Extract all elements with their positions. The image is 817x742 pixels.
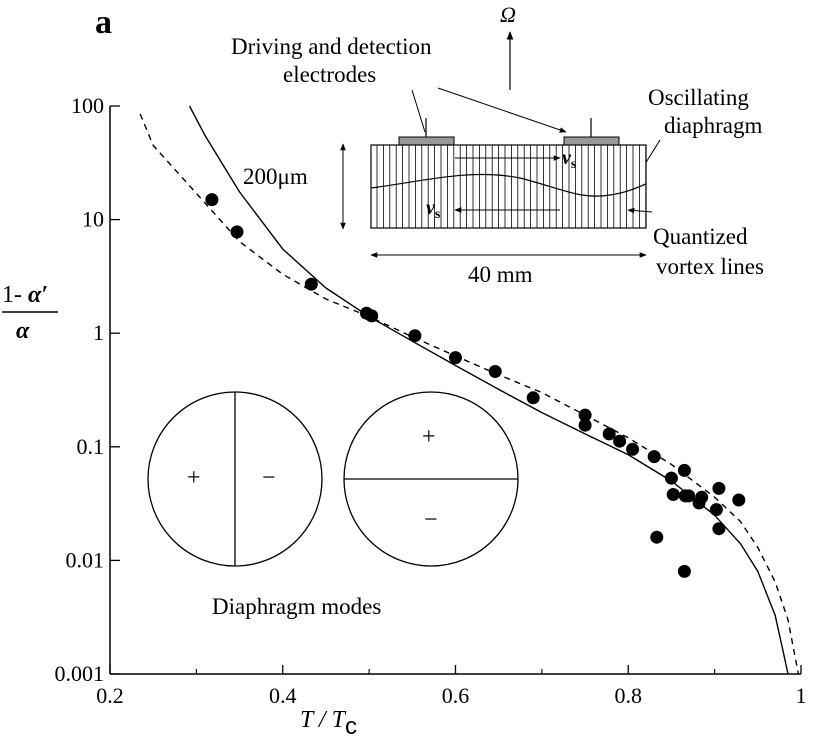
data-point	[677, 463, 691, 477]
y-tick-label: 10	[82, 207, 104, 232]
vs-label-left: vs	[426, 197, 441, 222]
y-axis-label: 1- α′ α	[2, 282, 58, 344]
y-tick-label: 0.001	[55, 661, 105, 686]
data-point	[666, 488, 680, 501]
vortex-label-line1: Quantized	[653, 224, 748, 249]
y-ticks: 0.001 0.01 0.1 1 10 100	[55, 93, 120, 686]
data-point	[408, 329, 422, 343]
x-tick-label: 0.2	[96, 683, 124, 708]
data-point	[682, 489, 696, 503]
vortex-label-line2: vortex lines	[656, 254, 764, 279]
data-point	[664, 471, 678, 485]
diaphragm-curve	[370, 173, 647, 197]
data-point	[650, 530, 664, 544]
mode-left-plus: +	[187, 465, 201, 491]
electrode-right	[563, 136, 620, 146]
data-point	[578, 408, 592, 422]
y-tick-label: 100	[71, 93, 104, 118]
x-tick-label: 0.4	[269, 683, 297, 708]
data-point	[732, 493, 746, 507]
width-label: 40 mm	[468, 262, 533, 287]
data-point	[578, 418, 592, 432]
data-point	[712, 481, 726, 495]
diaphragm-label-line2: diaphragm	[664, 113, 762, 138]
data-point	[526, 391, 540, 405]
data-point	[304, 277, 318, 291]
y-tick-label: 0.1	[77, 434, 105, 459]
electrodes-label-line2: electrodes	[283, 62, 376, 87]
curve-theory-solid	[188, 105, 789, 675]
x-tick-label: 0.6	[442, 683, 470, 708]
theory-curves	[139, 105, 800, 675]
electrodes-label-line1: Driving and detection	[231, 34, 432, 59]
electrode-leader-left	[411, 89, 426, 133]
mode-left-minus: −	[262, 465, 276, 491]
omega-label: Ω	[500, 2, 516, 27]
y-label-numerator: 1- α′	[2, 282, 48, 308]
y-label-denominator: α	[16, 318, 30, 344]
vortex-leader	[627, 207, 653, 214]
data-point	[602, 427, 616, 441]
vortex-cell	[370, 144, 647, 229]
x-ticks: 0.2 0.4 0.6 0.8 1	[96, 665, 807, 708]
y-tick-label: 0.01	[66, 547, 105, 572]
modes-caption: Diaphragm modes	[212, 594, 381, 619]
data-point	[230, 225, 244, 239]
electrode-leader-right	[437, 87, 567, 133]
thickness-label: 200μm	[243, 164, 308, 189]
diaphragm-modes: + − + − Diaphragm modes	[147, 391, 519, 619]
x-tick-label: 0.8	[615, 683, 643, 708]
data-point	[626, 442, 640, 456]
data-point	[449, 351, 462, 365]
data-point	[205, 193, 219, 207]
data-point	[365, 309, 379, 323]
x-tick-label: 1	[796, 683, 807, 708]
data-point	[709, 503, 723, 517]
panel-label: a	[95, 4, 112, 41]
data-point	[677, 564, 691, 578]
x-axis-label: T / Tc	[300, 707, 357, 740]
inset-diagram: Ω Driving and detection electrodes Oscil…	[231, 2, 764, 287]
y-tick-label: 1	[93, 320, 104, 345]
mode-right-minus: −	[424, 507, 438, 533]
data-points	[205, 193, 746, 578]
mode-right-plus: +	[422, 424, 436, 450]
data-point	[488, 365, 502, 378]
vortex-lines	[376, 145, 647, 228]
data-point	[613, 434, 627, 448]
data-point	[647, 450, 661, 464]
data-point	[712, 522, 726, 536]
data-point	[695, 490, 709, 504]
vs-label-right: vs	[562, 147, 577, 172]
diaphragm-label-line1: Oscillating	[648, 85, 749, 110]
electrode-left	[398, 136, 455, 146]
